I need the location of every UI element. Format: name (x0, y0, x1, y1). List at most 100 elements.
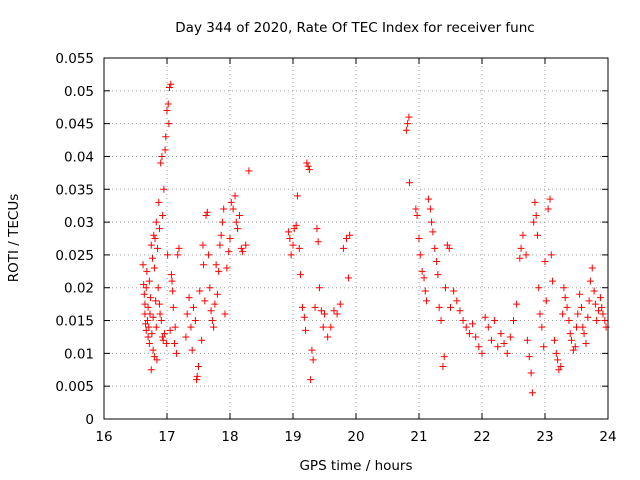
data-point (227, 198, 235, 206)
data-point (155, 225, 163, 233)
data-point (211, 300, 219, 308)
data-point (429, 228, 437, 236)
data-point (237, 244, 245, 252)
data-point (423, 297, 431, 305)
data-point (478, 349, 486, 357)
data-point (462, 323, 470, 331)
data-point (538, 323, 546, 331)
data-point (162, 340, 170, 348)
data-point (302, 326, 310, 334)
data-point (164, 251, 172, 259)
data-point (149, 313, 157, 321)
data-point (450, 287, 458, 295)
data-point (554, 356, 562, 364)
data-point (156, 310, 164, 318)
y-tick-label: 0.02 (64, 281, 94, 297)
data-point (435, 303, 443, 311)
data-point (147, 294, 155, 302)
data-point (560, 284, 568, 292)
data-point (154, 284, 162, 292)
data-point (206, 284, 214, 292)
data-point (428, 218, 436, 226)
data-point (188, 346, 196, 354)
data-point (576, 290, 584, 298)
data-point (287, 251, 295, 259)
data-point (424, 195, 432, 203)
data-point (145, 340, 153, 348)
data-point (304, 162, 312, 170)
data-point (404, 120, 412, 128)
data-point (459, 317, 467, 325)
data-point (147, 366, 155, 374)
data-point (500, 340, 508, 348)
data-point (402, 126, 410, 134)
data-point (595, 307, 603, 315)
y-tick-label: 0.005 (55, 379, 94, 395)
data-point (528, 389, 536, 397)
data-point (406, 179, 414, 187)
data-point (144, 333, 152, 341)
data-point (532, 212, 540, 220)
data-point (150, 264, 158, 272)
data-point (155, 300, 163, 308)
data-point (591, 300, 599, 308)
data-point (491, 317, 499, 325)
y-tick-label: 0.045 (55, 117, 94, 133)
data-point (586, 277, 594, 285)
data-point (305, 166, 313, 174)
data-point (315, 284, 323, 292)
data-point (319, 323, 327, 331)
data-point (530, 218, 538, 226)
x-tick-label: 24 (599, 429, 616, 445)
data-point (469, 320, 477, 328)
data-point (159, 336, 167, 344)
data-point (232, 218, 240, 226)
data-point (412, 205, 420, 213)
data-point (171, 323, 179, 331)
data-point (598, 303, 606, 311)
data-point (295, 244, 303, 252)
data-point (164, 100, 172, 108)
data-point (440, 353, 448, 361)
data-point (290, 225, 298, 233)
data-point (169, 303, 177, 311)
data-point (540, 343, 548, 351)
x-tick-label: 22 (473, 429, 490, 445)
data-point (531, 198, 539, 206)
data-point (584, 313, 592, 321)
data-point (472, 333, 480, 341)
data-point (155, 198, 163, 206)
data-point (573, 323, 580, 331)
data-point (559, 310, 567, 318)
data-point (565, 317, 573, 325)
data-point (552, 349, 560, 357)
data-point (314, 238, 322, 246)
data-point (225, 248, 233, 256)
data-point (434, 271, 442, 279)
data-point (165, 120, 173, 128)
data-point (527, 369, 535, 377)
data-point (185, 294, 193, 302)
data-point (596, 294, 604, 302)
data-point (546, 195, 554, 203)
data-point (297, 271, 305, 279)
y-tick-label: 0.04 (64, 149, 94, 165)
data-point (574, 310, 582, 318)
data-point (588, 264, 596, 272)
data-point (593, 317, 601, 325)
y-axis-label: ROTI / TECUs (6, 194, 22, 282)
data-point (221, 310, 229, 318)
data-point (229, 205, 237, 213)
data-point (144, 303, 152, 311)
x-tick-label: 19 (284, 429, 301, 445)
data-point (418, 267, 426, 275)
data-point (242, 241, 250, 249)
data-point (172, 349, 180, 357)
data-point (475, 343, 483, 351)
data-point (167, 271, 175, 279)
data-point (160, 330, 168, 338)
data-point (142, 284, 150, 292)
data-point (519, 231, 527, 239)
data-point (513, 300, 521, 308)
